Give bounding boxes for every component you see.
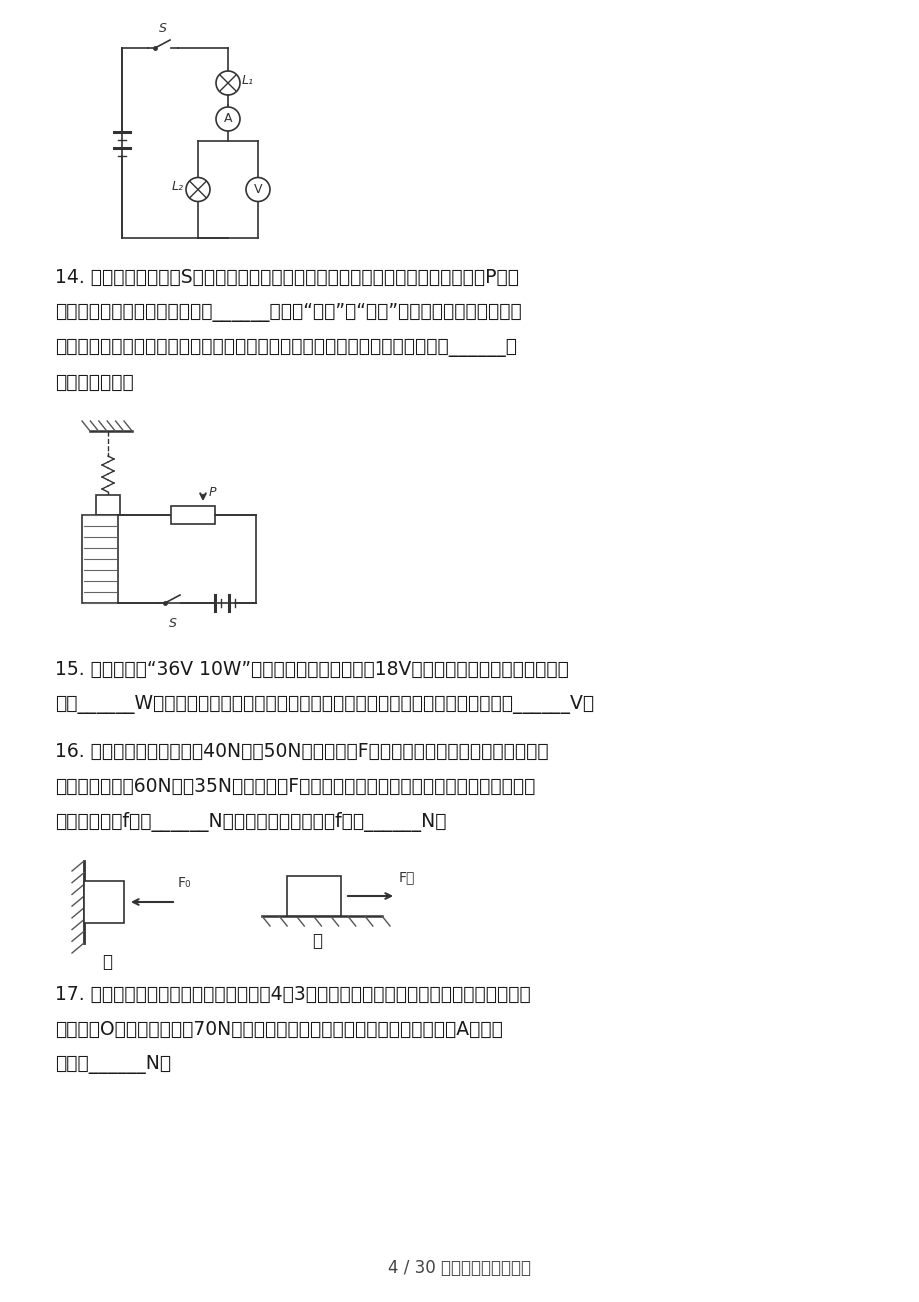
Text: S: S [159, 22, 166, 35]
Text: 14. 如图所示，当开关S闭合后，悬挂的小磁铁处于静止状态，若滑动变阵器的滑片P向右: 14. 如图所示，当开关S闭合后，悬挂的小磁铁处于静止状态，若滑动变阵器的滑片P… [55, 268, 518, 286]
Text: F乙: F乙 [399, 870, 414, 884]
Text: S: S [169, 617, 176, 630]
Bar [96, 495, 119, 516]
Text: 移动，则悬挂小磁铁的弹簧将会______（选填“伸长”或“缩短”）。电动摩托是现在人们: 移动，则悬挂小磁铁的弹簧将会______（选填“伸长”或“缩短”）。电动摩托是现… [55, 303, 521, 322]
Text: 17. 如图所示，将一根质量均匀的铁棒扩4：3的比例折成直角后，一端用绞链固定在墙上，: 17. 如图所示，将一根质量均匀的铁棒扩4：3的比例折成直角后，一端用绞链固定在… [55, 986, 530, 1004]
Circle shape [216, 107, 240, 132]
Text: 小力为______N。: 小力为______N。 [55, 1055, 171, 1074]
Text: A: A [223, 112, 232, 125]
Text: 乙: 乙 [309, 888, 318, 904]
Bar [287, 876, 341, 917]
Circle shape [216, 72, 240, 95]
Text: N: N [109, 500, 118, 510]
Bar [171, 506, 215, 523]
Text: 率为______W（灯丝电阔不随温度改变）。由三节新干电池串联组成的电池组的电压为______V。: 率为______W（灯丝电阔不随温度改变）。由三节新干电池串联组成的电池组的电压… [55, 695, 594, 713]
Text: 所示，物体乙重60N，在35N的水平拉力F乙作用下，沿水平桐面匀速向右运动，则物体甲: 所示，物体乙重60N，在35N的水平拉力F乙作用下，沿水平桐面匀速向右运动，则物… [55, 777, 535, 796]
Text: 常用的交通工具，电动摩托的动力来自电动摩托上的电动机；电动机工作时是把______能: 常用的交通工具，电动摩托的动力来自电动摩托上的电动机；电动机工作时是把_____… [55, 339, 516, 357]
Text: 甲: 甲 [99, 894, 108, 910]
Circle shape [245, 177, 269, 202]
Text: 乙: 乙 [312, 932, 322, 950]
Text: F₀: F₀ [177, 876, 191, 891]
Text: 受到的摩擦力f甲为______N，物体乙受到的摩擦力f乙为______N。: 受到的摩擦力f甲为______N，物体乙受到的摩擦力f乙为______N。 [55, 812, 446, 832]
Text: P: P [209, 486, 216, 499]
Bar [84, 881, 124, 923]
Text: S: S [98, 500, 106, 510]
Text: V: V [254, 184, 262, 197]
Text: 15. 将一个标有“36V 10W”字样的灯泡，接到电压为18V的电源上，此时该灯泡的实际功: 15. 将一个标有“36V 10W”字样的灯泡，接到电压为18V的电源上，此时该… [55, 660, 568, 680]
Text: L₂: L₂ [172, 180, 184, 193]
Circle shape [186, 177, 210, 202]
Text: 转化为机械能。: 转化为机械能。 [55, 372, 133, 392]
Text: 铁棒能绕O点转动，此棒重70N，若要保持此棒在如图所示位置平衡，则加在A端的最: 铁棒能绕O点转动，此棒重70N，若要保持此棒在如图所示位置平衡，则加在A端的最 [55, 1019, 503, 1039]
Bar [82, 516, 118, 603]
Text: 甲: 甲 [102, 953, 112, 971]
Text: L₁: L₁ [242, 73, 254, 86]
Text: 4 / 30 文档可自由编辑打印: 4 / 30 文档可自由编辑打印 [388, 1259, 531, 1277]
Text: 16. 如图甲所示，物体甲重40N，被50N的水平压力F甲压在纭直墙壁上保持静止，如图乙: 16. 如图甲所示，物体甲重40N，被50N的水平压力F甲压在纭直墙壁上保持静止… [55, 742, 548, 760]
